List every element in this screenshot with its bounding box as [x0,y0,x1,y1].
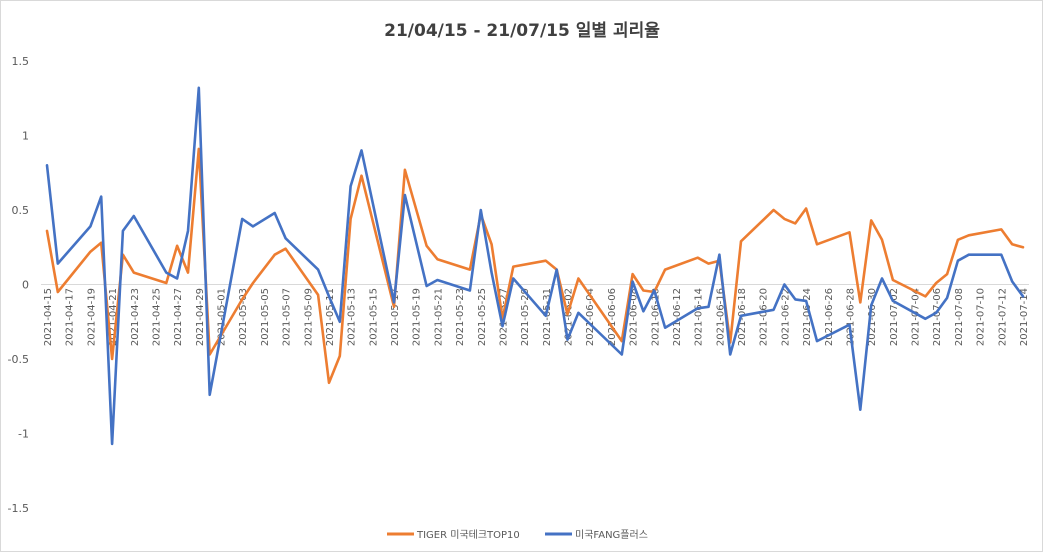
y-tick-label: 0.5 [12,204,30,217]
x-tick-label: 2021-05-17 [390,288,401,346]
x-tick-label: 2021-06-02 [564,288,575,346]
y-tick-label: -0.5 [8,353,29,366]
x-tick-label: 2021-05-05 [260,288,271,346]
x-tick-label: 2021-07-08 [954,288,965,346]
legend-label: 미국FANG플러스 [575,529,648,541]
x-tick-label: 2021-07-12 [997,288,1008,346]
x-tick-label: 2021-07-14 [1019,288,1030,346]
series-lines [45,86,1025,446]
x-tick-label: 2021-05-09 [303,288,314,346]
chart-title: 21/04/15 - 21/07/15 일별 괴리율 [384,21,660,41]
series-line-0 [45,147,1025,385]
x-tick-label: 2021-05-23 [455,288,466,346]
x-tick-label: 2021-04-19 [86,288,97,346]
legend: TIGER 미국테크TOP10 미국FANG플러스 [387,529,648,541]
x-tick-label: 2021-05-01 [217,288,228,346]
x-tick-label: 2021-05-21 [433,288,444,346]
x-tick-label: 2021-06-06 [607,288,618,346]
x-tick-label: 2021-05-15 [368,288,379,346]
x-tick-label: 2021-04-27 [173,288,184,346]
x-tick-label: 2021-05-07 [282,288,293,346]
x-tick-label: 2021-06-04 [585,288,596,346]
x-tick-label: 2021-06-16 [715,288,726,346]
x-tick-label: 2021-06-12 [672,288,683,346]
x-tick-label: 2021-04-29 [195,288,206,346]
x-tick-label: 2021-06-22 [780,288,791,346]
x-tick-label: 2021-04-25 [151,288,162,346]
x-tick-label: 2021-06-30 [867,288,878,346]
x-tick-label: 2021-05-03 [238,288,249,346]
x-tick-label: 2021-07-10 [976,288,987,346]
y-tick-label: 1.5 [12,55,30,68]
x-tick-label: 2021-06-24 [802,288,813,346]
x-tick-label: 2021-05-11 [325,288,336,346]
x-tick-label: 2021-06-20 [759,288,770,346]
x-tick-label: 2021-06-18 [737,288,748,346]
x-tick-label: 2021-06-28 [845,288,856,346]
legend-label: TIGER 미국테크TOP10 [416,529,520,541]
series-line-1 [45,86,1025,446]
y-axis-ticks: 1.5 1 0.5 0 -0.5 -1 -1.5 [8,55,29,515]
x-tick-label: 2021-06-10 [650,288,661,346]
x-tick-label: 2021-07-06 [932,288,943,346]
y-tick-label: 1 [22,130,29,143]
x-tick-label: 2021-06-08 [629,288,640,346]
x-tick-label: 2021-05-31 [542,288,553,346]
x-tick-label: 2021-05-19 [412,288,423,346]
x-tick-label: 2021-06-14 [694,288,705,346]
y-tick-label: 0 [22,279,29,292]
x-tick-label: 2021-05-25 [477,288,488,346]
x-tick-label: 2021-05-29 [520,288,531,346]
x-tick-label: 2021-04-23 [130,288,141,346]
x-tick-label: 2021-04-17 [65,288,76,346]
x-axis-ticks: 2021-04-15 2021-04-17 2021-04-19 2021-04-21… [43,288,1030,346]
x-tick-label: 2021-05-13 [347,288,358,346]
x-tick-label: 2021-04-15 [43,288,54,346]
y-tick-label: -1.5 [8,502,29,515]
y-tick-label: -1 [18,428,29,441]
x-tick-label: 2021-06-26 [824,288,835,346]
x-tick-label: 2021-07-04 [911,288,922,346]
x-tick-label: 2021-04-21 [108,288,119,346]
x-tick-label: 2021-07-02 [889,288,900,346]
